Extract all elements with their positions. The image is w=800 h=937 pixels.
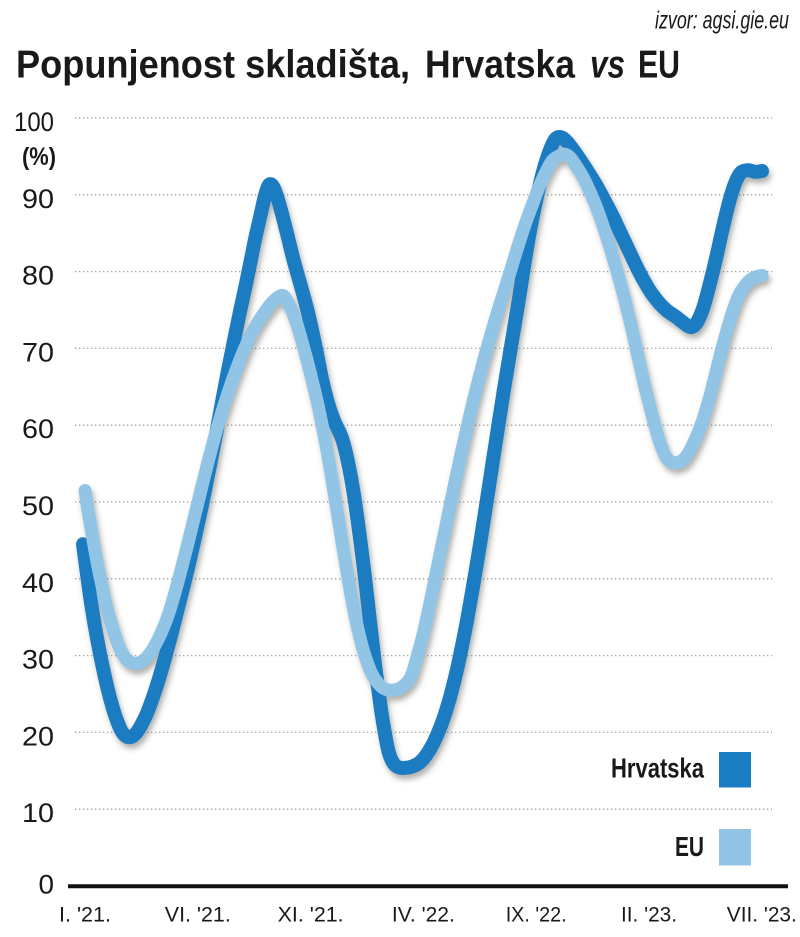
svg-text:0: 0: [39, 870, 55, 900]
svg-text:Hrvatska: Hrvatska: [425, 44, 575, 87]
svg-text:80: 80: [22, 261, 54, 291]
svg-text:70: 70: [22, 337, 54, 367]
svg-text:20: 20: [22, 721, 54, 751]
svg-text:40: 40: [22, 568, 54, 598]
svg-text:Popunjenost skladišta,: Popunjenost skladišta,: [16, 44, 410, 87]
svg-text:VI. '21.: VI. '21.: [165, 904, 231, 927]
svg-text:90: 90: [22, 184, 54, 214]
svg-text:VII. '23.: VII. '23.: [727, 904, 797, 927]
svg-text:10: 10: [22, 798, 54, 828]
svg-text:(%): (%): [22, 143, 56, 171]
svg-text:EU: EU: [638, 44, 680, 87]
svg-text:IV. '22.: IV. '22.: [392, 904, 455, 927]
svg-text:vs: vs: [590, 44, 625, 87]
svg-text:Hrvatska: Hrvatska: [611, 753, 704, 784]
svg-text:II. '23.: II. '23.: [621, 904, 677, 927]
svg-text:60: 60: [22, 414, 54, 444]
svg-text:30: 30: [22, 645, 54, 675]
svg-text:50: 50: [22, 491, 54, 521]
svg-text:100: 100: [14, 107, 54, 137]
svg-text:I. '21.: I. '21.: [59, 904, 111, 927]
svg-text:XI. '21.: XI. '21.: [278, 904, 344, 927]
svg-text:IX. '22.: IX. '22.: [506, 904, 567, 927]
svg-text:EU: EU: [675, 831, 704, 862]
svg-text:izvor: agsi.gie.eu: izvor: agsi.gie.eu: [655, 7, 789, 35]
